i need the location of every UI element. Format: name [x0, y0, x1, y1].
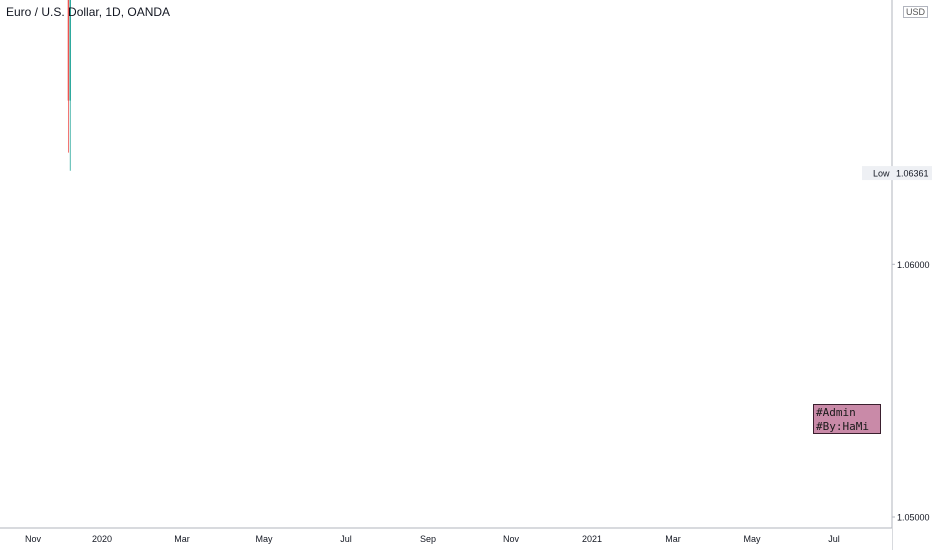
- x-tick-label: May: [255, 534, 273, 544]
- x-tick-label: Nov: [25, 534, 42, 544]
- chart-title: Euro / U.S. Dollar, 1D, OANDA: [6, 5, 171, 19]
- price-axis[interactable]: 1.050001.06000High1.234961.217621.20200L…: [862, 0, 932, 550]
- x-tick-label: Nov: [503, 534, 520, 544]
- time-axis[interactable]: Nov 2020 Mar May Jul Sep Nov 2021 Mar May Jul: [0, 527, 892, 550]
- x-tick-label: Jul: [828, 534, 840, 544]
- candle-up: [69, 0, 71, 101]
- price-axis-background: [892, 0, 932, 550]
- note-line-admin: #Admin: [816, 406, 856, 419]
- price-label-tag: Low: [873, 169, 890, 179]
- note-line-author: #By:HaMi: [816, 420, 869, 433]
- author-note: #Admin #By:HaMi: [813, 404, 881, 434]
- x-tick-label: Sep: [420, 534, 436, 544]
- y-tick-label: 1.05000: [897, 513, 930, 523]
- y-tick-label: 1.06000: [897, 260, 930, 270]
- x-tick-label: 2021: [582, 534, 602, 544]
- time-axis-background: [0, 528, 892, 550]
- x-tick-label: 2020: [92, 534, 112, 544]
- price-label-value: 1.06361: [896, 169, 929, 179]
- candles: [67, 0, 71, 171]
- currency-badge[interactable]: USD: [903, 6, 929, 18]
- candle-down: [67, 0, 70, 101]
- x-tick-label: Mar: [174, 534, 190, 544]
- x-tick-label: Jul: [340, 534, 352, 544]
- x-tick-label: Mar: [665, 534, 681, 544]
- price-label-box: [862, 166, 932, 181]
- x-tick-label: May: [743, 534, 761, 544]
